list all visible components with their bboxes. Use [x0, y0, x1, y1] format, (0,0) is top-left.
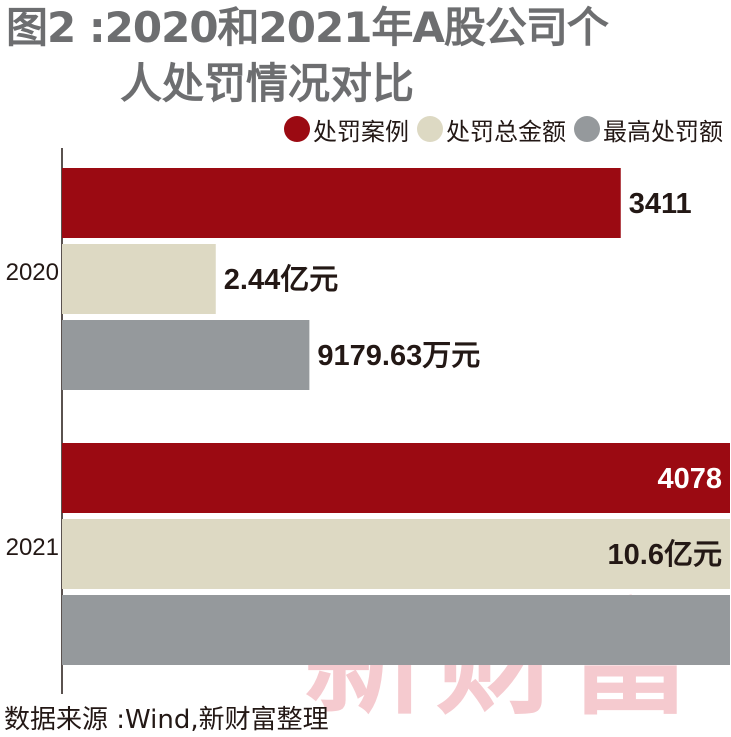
- bar-cases-2020: [62, 168, 621, 238]
- data-label-cases-2021: 4078: [657, 463, 722, 495]
- data-label-cases-2020: 3411: [629, 188, 692, 220]
- legend-swatch-cases: [284, 116, 310, 142]
- bar-total-amount-2020: [62, 244, 216, 314]
- chart-title-line-1: 图2 :2020和2021年A股公司个: [6, 3, 609, 52]
- category-label-2021: 2021: [6, 534, 59, 561]
- chart-legend: 处罚案例 处罚总金额 最高处罚额: [284, 112, 723, 146]
- legend-swatch-max-penalty: [574, 116, 600, 142]
- legend-label-total-amount: 处罚总金额: [446, 117, 566, 146]
- legend-swatch-total-amount: [417, 116, 443, 142]
- bar-cases-2021: [62, 443, 730, 513]
- data-label-max-penalty-2020: 9179.63万元: [317, 340, 480, 372]
- legend-label-max-penalty: 最高处罚额: [603, 117, 723, 146]
- data-label-total-amount-2021: 10.6亿元: [608, 538, 722, 571]
- bar-total-amount-2021: [62, 519, 730, 589]
- chart-title-line-2: 人处罚情况对比: [120, 59, 415, 108]
- legend-item-total-amount: 处罚总金额: [417, 112, 566, 147]
- legend-item-cases: 处罚案例: [284, 112, 409, 147]
- source-note: 数据来源 :Wind,新财富整理: [4, 705, 329, 735]
- bar-max-penalty-2021: [62, 595, 730, 665]
- category-label-2020: 2020: [6, 259, 59, 286]
- legend-label-cases: 处罚案例: [313, 117, 409, 146]
- data-label-total-amount-2020: 2.44亿元: [224, 263, 338, 296]
- legend-item-max-penalty: 最高处罚额: [574, 112, 723, 147]
- bar-max-penalty-2020: [62, 320, 310, 390]
